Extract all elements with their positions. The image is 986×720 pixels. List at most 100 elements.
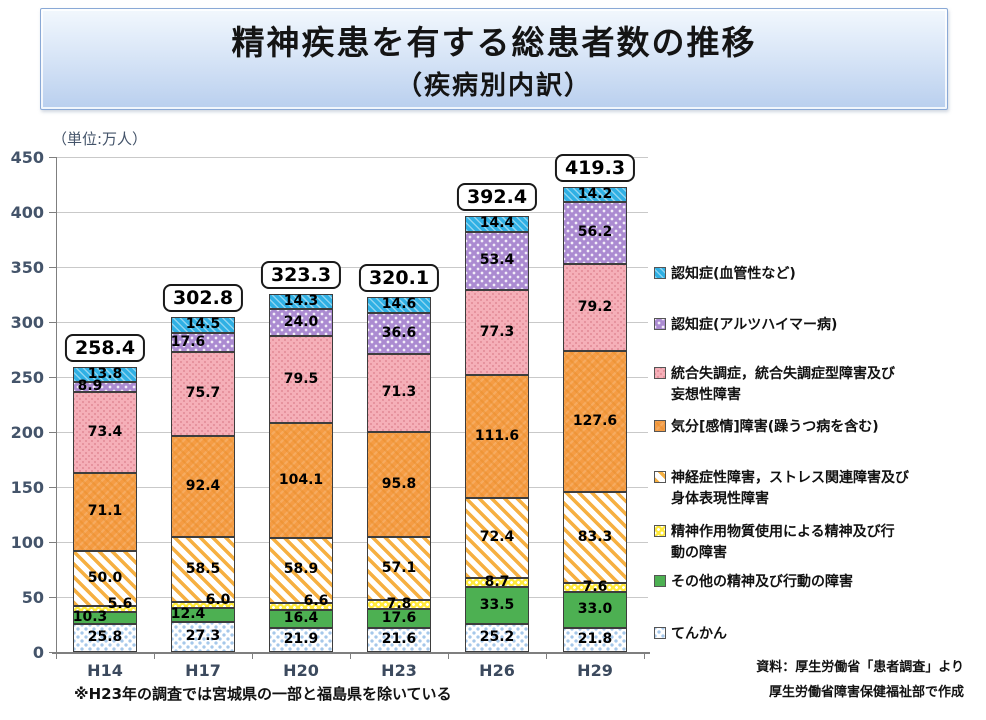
bar-value-epilepsy-H14: 25.8	[87, 628, 123, 645]
y-axis-label: 300	[10, 313, 44, 332]
y-axis-tick	[49, 431, 56, 433]
bar-value-epilepsy-H17: 27.3	[185, 627, 221, 644]
bar-value-mood-H29: 127.6	[572, 412, 618, 429]
bar-segment-neurotic-H17	[171, 537, 235, 602]
legend-swatch-alzheimer	[654, 318, 666, 330]
bar-value-neurotic-H20: 58.9	[283, 561, 319, 578]
bar-value-other-H26: 33.5	[479, 596, 515, 613]
bar-segment-alzheimer-H20	[269, 309, 333, 336]
bar-value-substance-H17: 6.0	[205, 592, 231, 609]
gridline	[56, 431, 648, 433]
bar-segment-mood-H17	[171, 435, 235, 538]
page-subtitle: （疾病別内訳）	[395, 71, 592, 101]
legend-item-epilepsy: てんかん	[654, 624, 986, 645]
y-axis-label: 350	[10, 258, 44, 277]
bar-segment-mood-H20	[269, 423, 333, 538]
bar-value-substance-H29: 7.6	[582, 578, 608, 595]
bar-value-alzheimer-H29: 56.2	[577, 224, 613, 241]
bar-segment-epilepsy-H17	[171, 621, 235, 652]
legend-label-substance: 精神作用物質使用による精神及び行 動の障害	[671, 524, 895, 561]
bar-value-epilepsy-H23: 21.6	[381, 631, 417, 648]
x-axis-tick	[644, 652, 646, 659]
bar-segment-neurotic-H20	[269, 537, 333, 603]
bar-segment-substance-H14	[73, 606, 137, 613]
y-axis-tick	[49, 486, 56, 488]
bar-segment-neurotic-H29	[563, 491, 627, 584]
bar-value-mood-H20: 104.1	[278, 471, 324, 488]
bar-value-alzheimer-H17: 17.6	[170, 333, 206, 350]
bar-segment-alzheimer-H26	[465, 231, 529, 291]
source-line-1: 資料：厚生労働省「患者調査」より	[756, 660, 964, 675]
bar-value-substance-H14: 5.6	[107, 596, 133, 613]
bar-segment-other-H20	[269, 609, 333, 628]
x-axis-tick	[448, 652, 450, 659]
legend-item-neurotic: 神経症性障害，ストレス関連障害及び 身体表現性障害	[654, 468, 986, 510]
bar-value-schizophrenia-H23: 71.3	[381, 383, 417, 400]
gridline	[56, 541, 648, 543]
bar-segment-epilepsy-H26	[465, 624, 529, 652]
bar-value-alzheimer-H14: 8.9	[77, 378, 103, 395]
bar-segment-substance-H17	[171, 601, 235, 609]
y-axis-label: 450	[10, 148, 44, 167]
bar-total-H17: 302.8	[162, 284, 244, 313]
bar-total-H23: 320.1	[358, 264, 440, 293]
bar-value-other-H29: 33.0	[577, 600, 613, 617]
bar-total-H29: 419.3	[554, 153, 636, 182]
bar-segment-substance-H26	[465, 577, 529, 588]
bar-segment-other-H23	[367, 608, 431, 629]
legend-item-other: その他の精神及び行動の障害	[654, 572, 986, 593]
bar-segment-schizophrenia-H20	[269, 335, 333, 424]
bar-segment-mood-H26	[465, 375, 529, 499]
legend-label-schizophrenia: 統合失調症，統合失調症型障害及び 妄想性障害	[671, 366, 895, 403]
x-axis-label-H26: H26	[479, 661, 515, 680]
bar-value-schizophrenia-H20: 79.5	[283, 370, 319, 387]
bar-segment-substance-H29	[563, 583, 627, 592]
y-axis-line	[55, 157, 57, 653]
bar-value-mood-H14: 71.1	[87, 503, 123, 520]
bar-segment-schizophrenia-H17	[171, 352, 235, 436]
legend-item-vascular: 認知症(血管性など)	[654, 264, 986, 285]
legend-swatch-epilepsy	[654, 627, 666, 639]
bar-segment-epilepsy-H20	[269, 627, 333, 652]
bar-value-vascular-H14: 13.8	[87, 365, 123, 382]
bar-segment-alzheimer-H29	[563, 202, 627, 265]
bar-segment-vascular-H23	[367, 297, 431, 314]
bar-value-schizophrenia-H14: 73.4	[87, 423, 123, 440]
x-axis-tick	[56, 652, 58, 659]
bar-segment-epilepsy-H29	[563, 628, 627, 652]
bar-segment-other-H17	[171, 608, 235, 622]
bar-value-epilepsy-H26: 25.2	[479, 629, 515, 646]
bar-value-neurotic-H23: 57.1	[381, 559, 417, 576]
x-axis-label-H20: H20	[283, 661, 319, 680]
gridline	[56, 266, 648, 268]
y-axis-label: 50	[21, 588, 44, 607]
bar-segment-substance-H20	[269, 602, 333, 610]
legend-label-epilepsy: てんかん	[671, 626, 727, 642]
y-axis-tick	[49, 376, 56, 378]
y-axis-tick	[49, 321, 56, 323]
bar-total-H20: 323.3	[260, 260, 342, 289]
gridline	[56, 321, 648, 323]
y-axis-tick	[49, 156, 56, 158]
bar-value-neurotic-H14: 50.0	[87, 569, 123, 586]
bar-segment-vascular-H29	[563, 186, 627, 203]
bar-segment-neurotic-H23	[367, 537, 431, 601]
title-banner: 精神疾患を有する総患者数の推移 （疾病別内訳）	[40, 8, 948, 110]
legend-item-mood: 気分[感情]障害(躁うつ病を含む)	[654, 417, 986, 438]
bar-segment-other-H14	[73, 612, 137, 624]
bar-value-substance-H20: 6.6	[303, 593, 329, 610]
bar-segment-mood-H23	[367, 432, 431, 538]
bar-value-neurotic-H17: 58.5	[185, 560, 221, 577]
bar-total-H14: 258.4	[64, 334, 146, 363]
bar-value-vascular-H23: 14.6	[381, 296, 417, 313]
legend-label-alzheimer: 認知症(アルツハイマー病)	[671, 317, 838, 333]
bar-value-substance-H26: 8.7	[484, 573, 510, 590]
y-axis-label: 200	[10, 423, 44, 442]
bar-segment-alzheimer-H14	[73, 382, 137, 393]
bar-segment-neurotic-H14	[73, 551, 137, 607]
bar-segment-vascular-H20	[269, 293, 333, 310]
footnote: ※H23年の調査では宮城県の一部と福島県を除いている	[74, 685, 452, 703]
legend-item-substance: 精神作用物質使用による精神及び行 動の障害	[654, 522, 986, 564]
legend-swatch-other	[654, 575, 666, 587]
bar-total-H26: 392.4	[456, 182, 538, 211]
